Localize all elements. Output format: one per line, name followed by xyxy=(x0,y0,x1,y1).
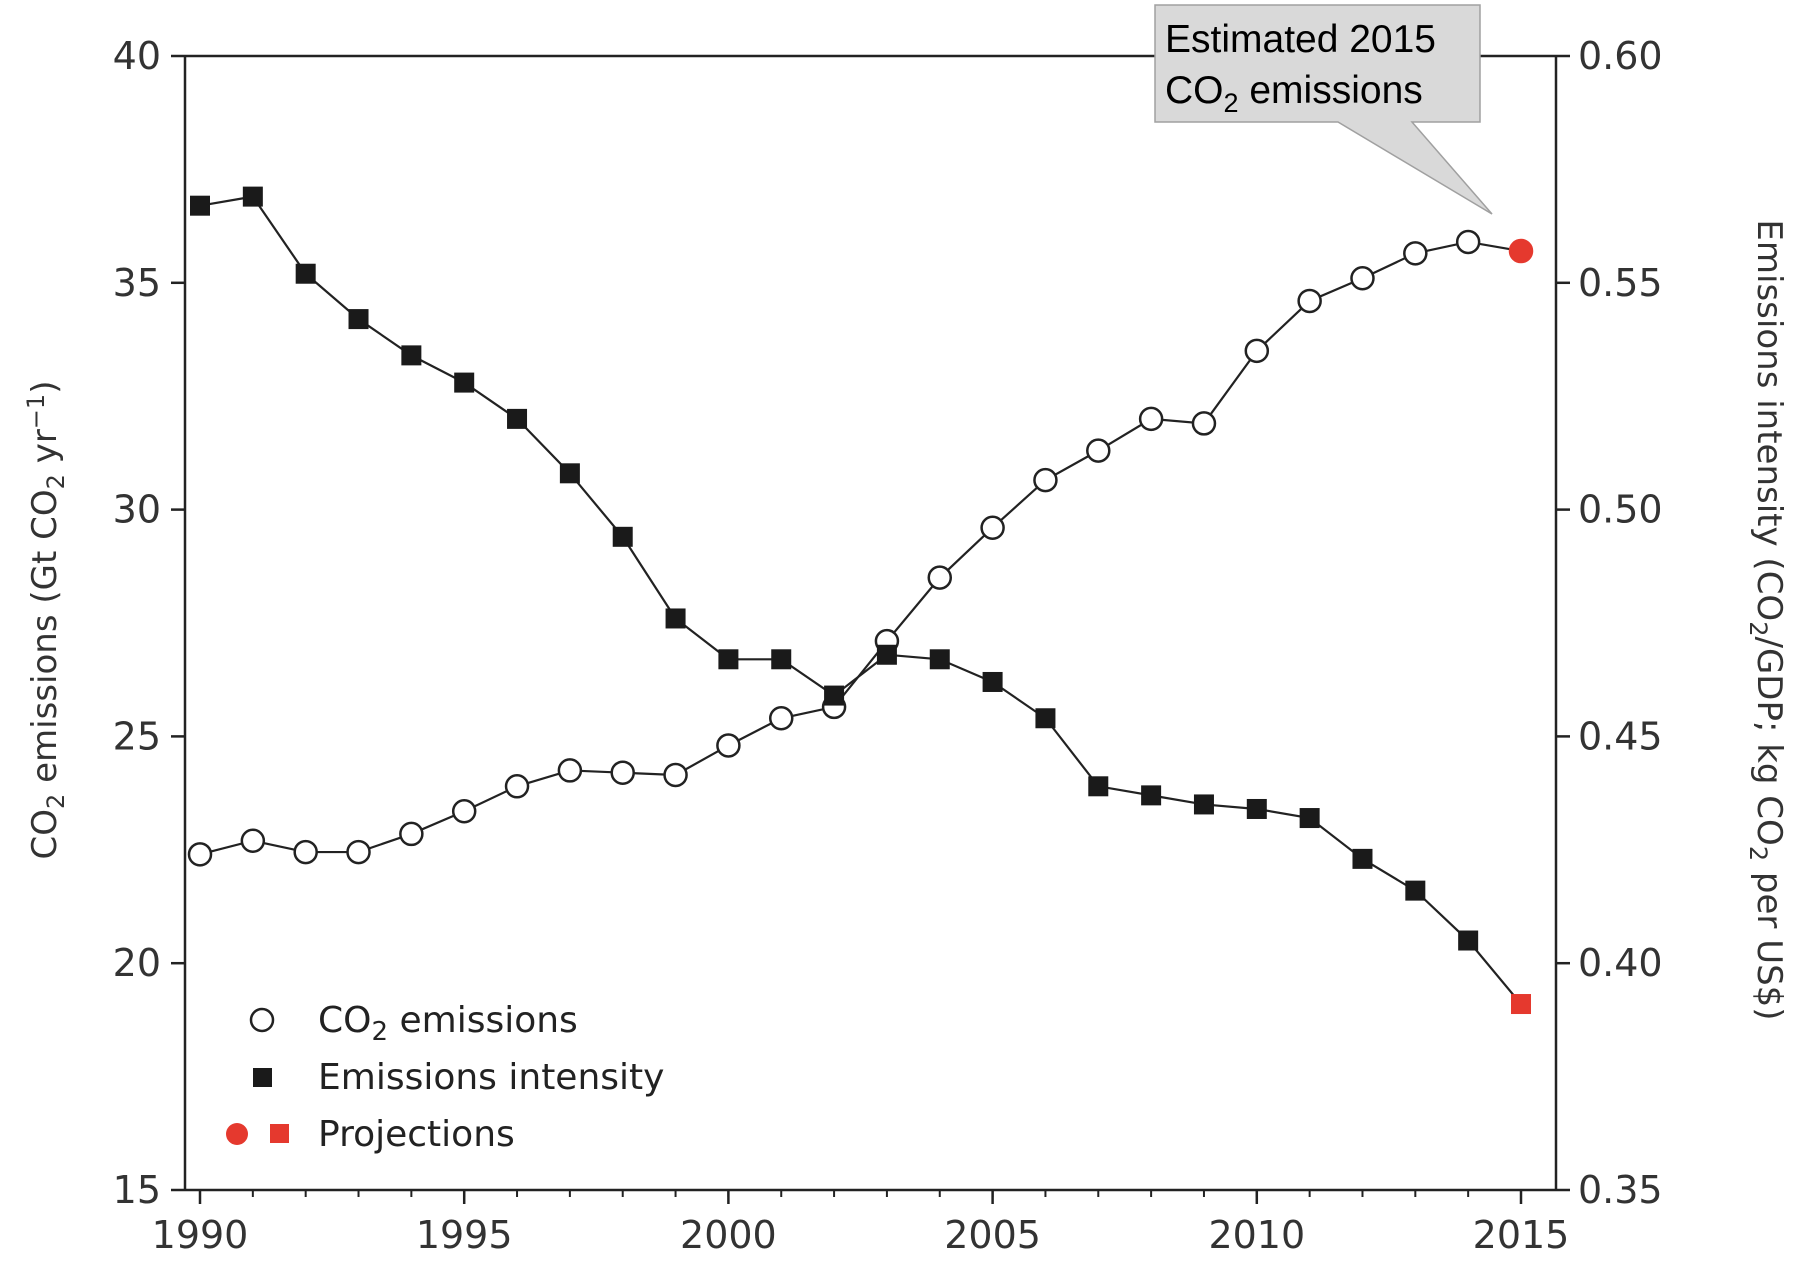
emissions-intensity-point xyxy=(1246,798,1267,819)
legend-co2-marker xyxy=(249,1007,275,1033)
legend-projections-label: Projections xyxy=(318,1114,515,1155)
emissions-intensity-point xyxy=(718,649,739,670)
callout-line-2: CO2 emissions xyxy=(1165,69,1423,118)
co2-emissions-point xyxy=(1138,406,1164,432)
co2-emissions-point xyxy=(716,733,741,758)
co2-emissions-point xyxy=(1403,241,1428,266)
left-y-axis: 15 20 25 30 35 40 xyxy=(113,34,185,1212)
co2-emissions-point xyxy=(1033,467,1058,493)
emissions-intensity-point xyxy=(242,186,263,207)
emissions-intensity-point xyxy=(876,644,897,665)
right-y-axis: 0.35 0.40 0.45 0.50 0.55 0.60 xyxy=(1556,34,1663,1212)
x-tick-label: 2010 xyxy=(1208,1213,1305,1257)
series-markers xyxy=(187,186,1534,1015)
co2-emissions-point xyxy=(557,758,583,783)
emissions-intensity-point xyxy=(190,195,210,216)
intensity-projection-point xyxy=(1511,994,1531,1015)
x-tick-label: 2000 xyxy=(680,1213,777,1257)
right-tick-label: 0.40 xyxy=(1578,941,1663,985)
co2-emissions-point xyxy=(1297,288,1322,314)
callout-box xyxy=(1154,4,1493,215)
emissions-intensity-point xyxy=(348,309,369,330)
emissions-intensity-point xyxy=(929,649,950,670)
co2-emissions-point xyxy=(980,515,1005,540)
estimated-2015-callout: Estimated 2015 CO2 emissions xyxy=(1154,4,1493,215)
emissions-intensity-point xyxy=(982,671,1003,692)
emissions-intensity-point xyxy=(1352,848,1373,869)
co2-emissions-point xyxy=(293,839,318,865)
co2-emissions-point xyxy=(451,798,477,824)
right-tick-label: 0.50 xyxy=(1578,488,1663,532)
co2-emissions-point xyxy=(187,842,213,867)
emissions-intensity-point xyxy=(771,649,792,670)
x-tick-label: 2015 xyxy=(1473,1213,1570,1257)
legend-co2-label: CO2 emissions xyxy=(318,1000,578,1047)
co2-emissions-line xyxy=(199,240,1522,856)
right-tick-label: 0.45 xyxy=(1578,714,1663,758)
x-axis: 1990 1995 2000 2005 2010 2015 xyxy=(152,1190,1570,1257)
co2-emissions-point xyxy=(399,821,424,847)
emissions-intensity-point xyxy=(1458,930,1479,951)
legend-projection-circle-marker xyxy=(226,1123,248,1145)
emissions-intensity-point xyxy=(1193,794,1214,815)
right-tick-label: 0.55 xyxy=(1578,261,1663,305)
emissions-intensity-point xyxy=(401,345,422,366)
emissions-intensity-point xyxy=(612,526,633,547)
co2-emissions-point xyxy=(927,565,953,590)
legend-projection-square-marker xyxy=(270,1124,289,1143)
callout-line-1: Estimated 2015 xyxy=(1165,18,1436,61)
left-tick-label: 20 xyxy=(113,941,161,985)
left-tick-label: 35 xyxy=(113,261,161,305)
left-tick-label: 40 xyxy=(113,34,161,78)
left-tick-label: 15 xyxy=(113,1168,161,1212)
co2-emissions-point xyxy=(768,706,794,731)
co2-emissions-point xyxy=(346,839,371,865)
left-tick-label: 25 xyxy=(113,714,161,758)
series-lines xyxy=(199,195,1522,1005)
emissions-intensity-line xyxy=(199,195,1522,1005)
co2-emissions-point xyxy=(663,762,688,788)
co2-emissions-point xyxy=(1191,411,1217,436)
right-axis-title: Emissions intensity (CO2/GDP; kg CO2 per… xyxy=(1744,219,1789,1020)
x-tick-label: 1990 xyxy=(152,1213,249,1257)
co2-emissions-point xyxy=(1350,266,1375,291)
x-tick-label: 1995 xyxy=(416,1213,513,1257)
emissions-intensity-point xyxy=(665,608,686,629)
right-tick-label: 0.60 xyxy=(1578,34,1663,78)
emissions-intensity-point xyxy=(824,685,845,706)
legend-intensity-marker xyxy=(253,1068,272,1087)
emissions-intensity-point xyxy=(1405,880,1426,901)
x-tick-label: 2005 xyxy=(944,1213,1041,1257)
emissions-intensity-point xyxy=(1088,776,1109,797)
emissions-intensity-point xyxy=(559,463,580,484)
legend-intensity-label: Emissions intensity xyxy=(318,1057,664,1098)
co2-emissions-point xyxy=(240,828,266,853)
co2-projection-point xyxy=(1508,238,1534,264)
legend: CO2 emissions Emissions intensity Projec… xyxy=(226,1000,664,1155)
co2-emissions-point xyxy=(1086,438,1111,463)
emissions-intensity-point xyxy=(507,408,528,429)
left-axis-title: CO2 emissions (Gt CO2 yr−1) xyxy=(22,381,70,860)
co2-emissions-point xyxy=(1455,229,1481,255)
co2-emissions-point xyxy=(1244,338,1270,364)
emissions-intensity-point xyxy=(295,263,316,284)
co2-emissions-point xyxy=(504,774,530,799)
co2-emissions-point xyxy=(610,760,635,785)
emissions-intensity-point xyxy=(454,372,475,393)
emissions-intensity-point xyxy=(1299,808,1320,829)
right-tick-label: 0.35 xyxy=(1578,1168,1663,1212)
left-tick-label: 30 xyxy=(113,488,161,532)
emissions-intensity-point xyxy=(1035,708,1056,729)
emissions-intensity-point xyxy=(1141,785,1162,806)
